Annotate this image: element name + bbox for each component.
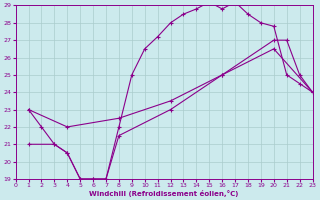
X-axis label: Windchill (Refroidissement éolien,°C): Windchill (Refroidissement éolien,°C)	[89, 190, 239, 197]
